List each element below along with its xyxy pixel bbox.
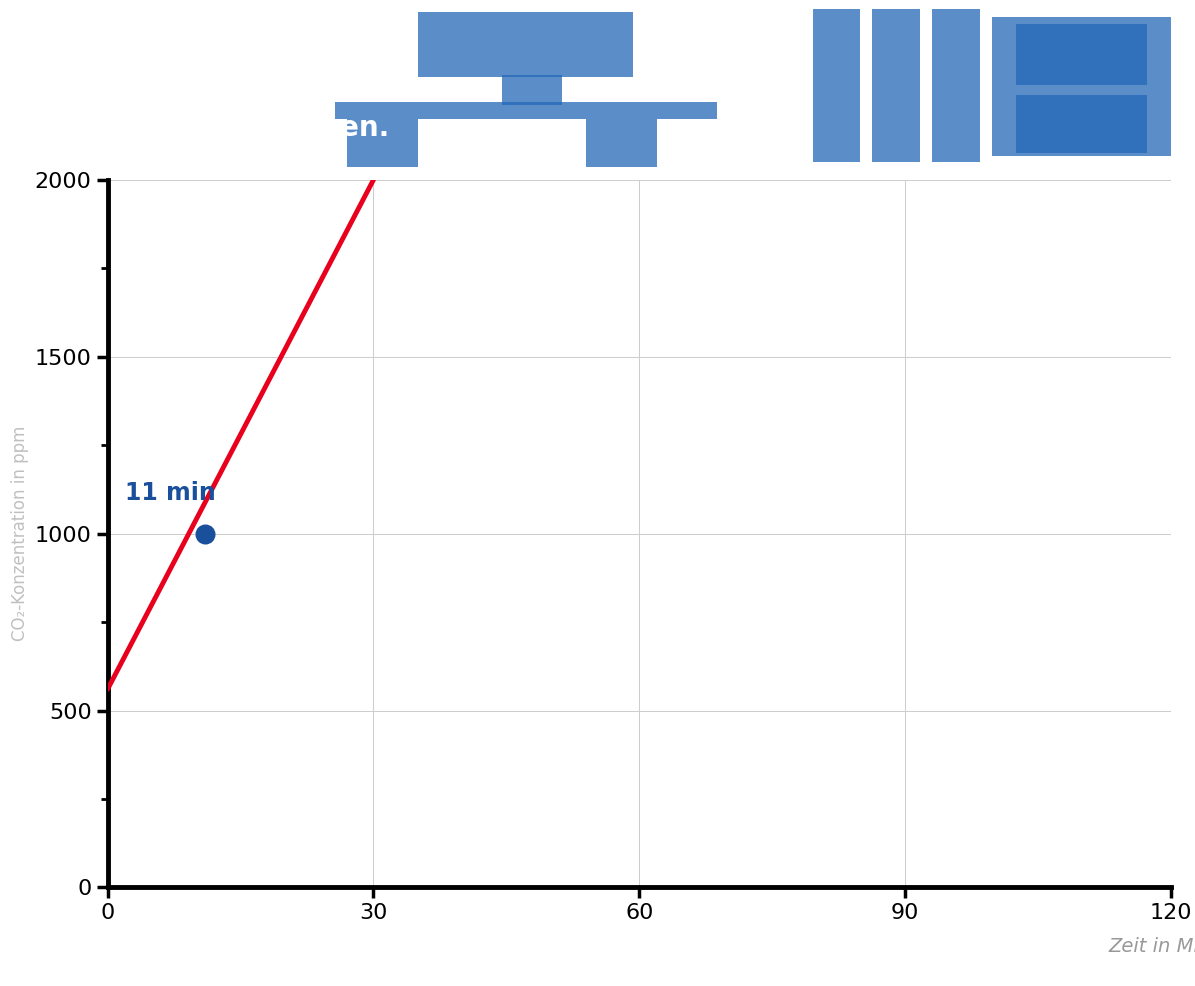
Bar [347, 119, 418, 167]
Bar [502, 75, 562, 106]
Point [196, 526, 215, 541]
Bar [872, 9, 920, 162]
Bar [932, 9, 980, 162]
X-axis label: Zeit in Min: Zeit in Min [1109, 937, 1195, 956]
Bar [418, 12, 633, 77]
Bar [335, 102, 717, 119]
Bar [586, 119, 657, 167]
Y-axis label: CO₂-Konzentration in ppm: CO₂-Konzentration in ppm [11, 426, 29, 641]
Bar [992, 17, 1171, 157]
Text: 11 min: 11 min [125, 481, 216, 506]
Bar [1016, 24, 1147, 85]
Bar [813, 9, 860, 162]
Text: 11 Minuten stoßlüften.: 11 Minuten stoßlüften. [30, 113, 390, 142]
Text: Sie sollten nach: Sie sollten nach [30, 37, 280, 65]
Bar [1016, 96, 1147, 153]
